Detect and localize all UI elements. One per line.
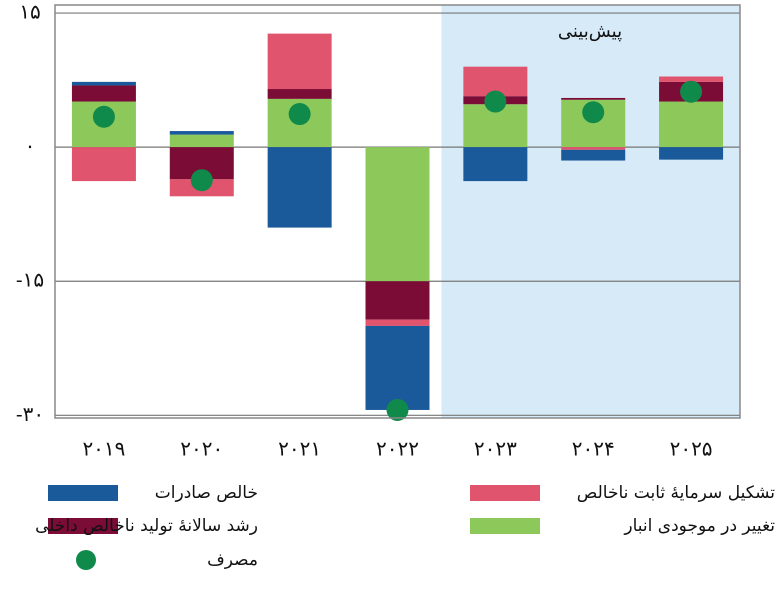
bar-segment bbox=[561, 147, 626, 150]
legend-swatch bbox=[470, 518, 540, 534]
bar-segment bbox=[463, 147, 528, 182]
bar-segment bbox=[169, 134, 234, 148]
legend-label: خالص صادرات bbox=[155, 483, 258, 503]
x-tick-label: ۲۰۲۰ bbox=[180, 437, 223, 461]
legend-label: مصرف bbox=[207, 550, 258, 570]
bar-segment bbox=[365, 325, 430, 410]
legend-swatch bbox=[76, 550, 96, 570]
bar-segment bbox=[71, 147, 136, 182]
bar-segment bbox=[659, 101, 724, 148]
y-tick-label: -۳۰ bbox=[16, 402, 44, 426]
legend-label: تغییر در موجودی انبار bbox=[623, 516, 775, 536]
consumption-dot bbox=[386, 398, 409, 421]
plot-frame bbox=[54, 4, 741, 419]
bar-segment bbox=[365, 281, 430, 320]
bar-segment bbox=[169, 131, 234, 135]
x-tick-label: ۲۰۲۴ bbox=[572, 437, 615, 461]
consumption-dot bbox=[680, 80, 703, 103]
y-tick-label: ۱۵ bbox=[19, 0, 40, 24]
legend-label: رشد سالانهٔ تولید ناخالص داخلی bbox=[35, 516, 258, 536]
bar-segment bbox=[561, 97, 626, 100]
x-tick-label: ۲۰۲۱ bbox=[278, 437, 321, 461]
consumption-dot bbox=[484, 90, 507, 113]
x-tick-label: ۲۰۱۹ bbox=[82, 437, 125, 461]
legend-swatch bbox=[470, 485, 540, 501]
x-tick-label: ۲۰۲۳ bbox=[474, 437, 517, 461]
consumption-dot bbox=[582, 101, 605, 124]
bar-segment bbox=[267, 89, 332, 99]
bar-segment bbox=[561, 149, 626, 161]
y-tick-label: -۱۵ bbox=[16, 268, 44, 292]
bar-segment bbox=[365, 319, 430, 326]
legend-swatch bbox=[48, 518, 118, 534]
y-tick-label: ۰ bbox=[25, 134, 36, 158]
bar-segment bbox=[267, 33, 332, 90]
bar-segment bbox=[71, 85, 136, 102]
forecast-label: پیش‌بینی bbox=[558, 21, 622, 42]
bar-segment bbox=[267, 147, 332, 228]
bar-segment bbox=[365, 147, 430, 282]
consumption-dot bbox=[92, 105, 115, 128]
consumption-dot bbox=[190, 169, 213, 192]
legend-swatch bbox=[48, 485, 118, 501]
bar-segment bbox=[659, 76, 724, 82]
x-tick-label: ۲۰۲۲ bbox=[376, 437, 419, 461]
bar-segment bbox=[659, 147, 724, 160]
legend-label: تشکیل سرمایهٔ ثابت ناخالص bbox=[577, 483, 775, 503]
consumption-dot bbox=[288, 103, 311, 126]
x-tick-label: ۲۰۲۵ bbox=[670, 437, 713, 461]
bar-segment bbox=[71, 81, 136, 86]
